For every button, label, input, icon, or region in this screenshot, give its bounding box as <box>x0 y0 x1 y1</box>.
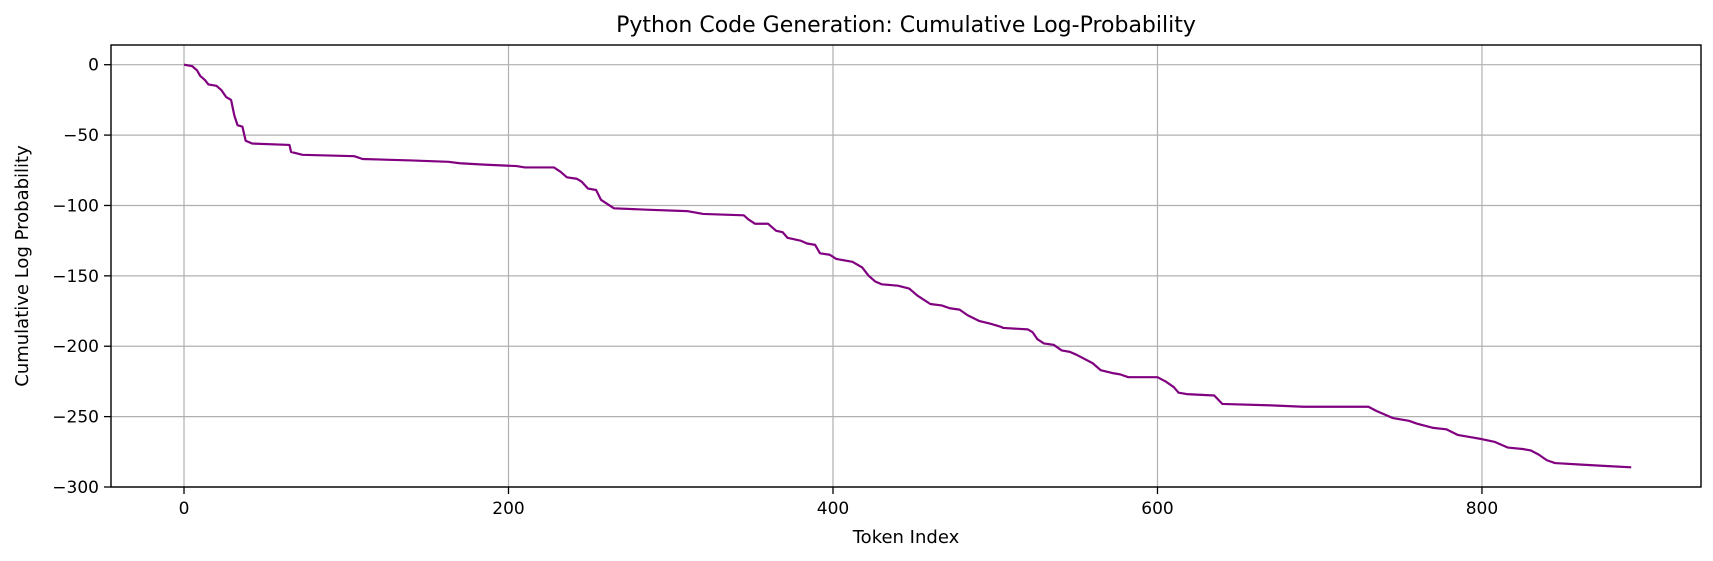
y-axis-label: Cumulative Log Probability <box>12 145 33 387</box>
x-axis: 0 200 400 600 800 <box>179 487 1498 519</box>
y-tick-label: −150 <box>52 267 99 287</box>
x-tick-label: 0 <box>179 499 190 519</box>
x-tick-label: 400 <box>817 499 849 519</box>
series-layer <box>183 63 1632 469</box>
gridlines <box>111 45 1701 488</box>
series-line <box>183 63 1632 469</box>
x-tick-label: 600 <box>1141 499 1173 519</box>
x-tick-label: 800 <box>1466 499 1498 519</box>
plot-frame <box>110 44 1702 488</box>
y-tick-label: −250 <box>52 408 99 428</box>
y-tick-label: −300 <box>52 478 99 498</box>
chart-title: Python Code Generation: Cumulative Log-P… <box>616 13 1196 38</box>
y-tick-label: −200 <box>52 337 99 357</box>
y-axis: 0 −50 −100 −150 −200 −250 −300 <box>52 56 111 498</box>
x-axis-label: Token Index <box>852 527 960 548</box>
y-tick-label: −100 <box>52 196 99 216</box>
y-tick-label: 0 <box>88 56 99 76</box>
y-tick-label: −50 <box>63 126 99 146</box>
x-tick-label: 200 <box>492 499 524 519</box>
